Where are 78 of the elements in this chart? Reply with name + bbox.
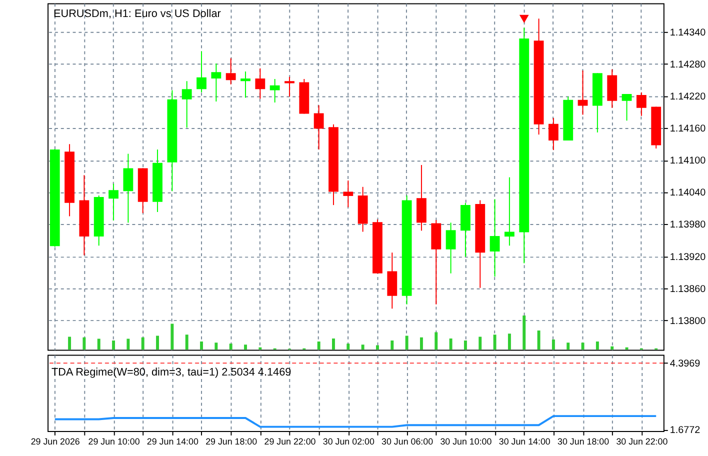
bar bbox=[346, 344, 350, 350]
y-tick-label: 1.13920 bbox=[670, 252, 706, 263]
y-tick-label: 1.14220 bbox=[670, 92, 706, 103]
x-tick-label: 30 Jun 10:00 bbox=[440, 436, 492, 446]
candlestick bbox=[270, 78, 280, 104]
chart-title: EURUSDm, H1: Euro vs US Dollar bbox=[53, 8, 222, 20]
x-tick-label: 29 Jun 2026 bbox=[30, 436, 80, 446]
bar bbox=[493, 334, 496, 350]
bar bbox=[229, 344, 232, 350]
bar bbox=[185, 334, 188, 350]
bar bbox=[478, 336, 482, 350]
y-tick-label: 1.14160 bbox=[670, 124, 706, 135]
bar bbox=[156, 336, 159, 350]
candlestick bbox=[182, 80, 192, 128]
candlestick bbox=[314, 104, 324, 150]
y-tick-label: 1.13860 bbox=[670, 284, 706, 295]
bar bbox=[68, 336, 72, 350]
bar bbox=[361, 344, 364, 350]
candlestick bbox=[490, 198, 500, 278]
bar bbox=[508, 334, 511, 350]
bar bbox=[244, 344, 247, 350]
candlestick bbox=[123, 153, 134, 224]
bar bbox=[596, 342, 599, 350]
candlestick bbox=[196, 50, 206, 93]
candlestick bbox=[211, 63, 222, 102]
x-tick-label: 29 Jun 10:00 bbox=[88, 436, 140, 446]
y-tick-label: 1.13800 bbox=[670, 316, 706, 327]
bar bbox=[214, 342, 218, 350]
y-tick-label: 4.3969 bbox=[670, 358, 701, 370]
bar bbox=[420, 337, 423, 350]
bar bbox=[332, 338, 335, 350]
candlestick bbox=[622, 93, 632, 122]
candlestick bbox=[240, 71, 250, 98]
y-tick-label: 1.14340 bbox=[670, 28, 706, 38]
bar bbox=[449, 338, 452, 350]
candlestick bbox=[636, 92, 646, 116]
y-tick-label: 1.14100 bbox=[670, 156, 706, 167]
bar bbox=[112, 340, 116, 350]
x-tick-label: 29 Jun 18:00 bbox=[206, 436, 258, 446]
bar bbox=[82, 337, 86, 350]
bar bbox=[170, 324, 174, 350]
y-tick-label: 1.6772 bbox=[670, 425, 700, 436]
candlestick bbox=[578, 70, 588, 116]
x-tick-label: 29 Jun 14:00 bbox=[146, 436, 198, 446]
y-tick-label: 1.14040 bbox=[670, 188, 706, 199]
candlestick bbox=[446, 222, 456, 274]
candlestick bbox=[284, 76, 294, 98]
bar bbox=[376, 345, 379, 350]
y-tick-label: 1.13980 bbox=[670, 220, 706, 231]
bar bbox=[434, 332, 438, 350]
bar bbox=[390, 340, 394, 350]
bar bbox=[405, 336, 408, 350]
line-series bbox=[54, 415, 658, 428]
bar bbox=[566, 342, 570, 350]
bar bbox=[537, 330, 540, 350]
candlestick bbox=[108, 183, 118, 222]
bar bbox=[522, 315, 526, 350]
bar bbox=[126, 338, 130, 350]
bar bbox=[317, 342, 320, 350]
candlestick bbox=[504, 176, 514, 246]
x-tick-label: 30 Jun 14:00 bbox=[498, 436, 550, 446]
x-tick-label: 30 Jun 18:00 bbox=[558, 436, 610, 446]
bar bbox=[141, 337, 144, 350]
bar bbox=[464, 340, 467, 350]
bar bbox=[581, 342, 584, 350]
bar bbox=[552, 339, 555, 350]
x-tick-label: 30 Jun 06:00 bbox=[382, 436, 434, 446]
candlestick bbox=[255, 68, 266, 100]
bar bbox=[200, 342, 203, 350]
y-tick-label: 1.14280 bbox=[670, 60, 706, 71]
x-tick-label: 30 Jun 02:00 bbox=[322, 436, 374, 446]
candlestick bbox=[548, 118, 558, 151]
x-tick-label: 30 Jun 22:00 bbox=[616, 436, 668, 446]
candlestick bbox=[343, 180, 354, 208]
text: TDA Regime(W=80, dim=3, tau=1) 2.5034 4.1469 bbox=[51, 366, 292, 379]
bar bbox=[97, 338, 100, 350]
x-tick-label: 29 Jun 22:00 bbox=[264, 436, 316, 446]
candlestick bbox=[226, 58, 236, 85]
